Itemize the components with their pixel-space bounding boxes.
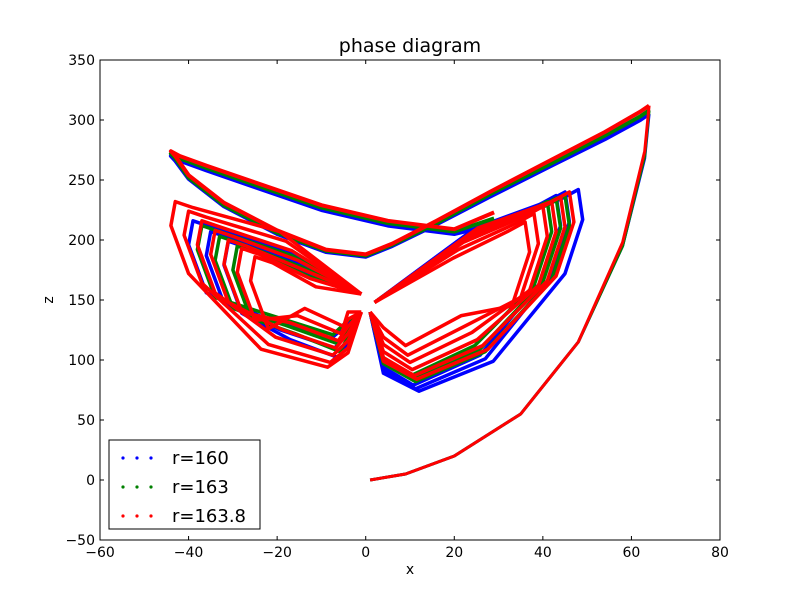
y-tick-label: 0 [86, 473, 95, 489]
x-tick-label: 60 [623, 545, 641, 561]
x-tick-label: −20 [262, 545, 292, 561]
y-tick-label: 50 [77, 413, 95, 429]
trajectory-outer-loop [168, 103, 651, 257]
trajectory-left-loop [195, 219, 363, 357]
x-tick-label: −40 [174, 545, 204, 561]
legend-marker [149, 456, 153, 460]
legend-marker [121, 456, 125, 460]
legend-marker [135, 456, 139, 460]
trajectory-left-loop [169, 199, 363, 369]
legend-marker [121, 485, 125, 489]
legend-label: r=163 [172, 477, 229, 498]
y-tick-label: 100 [68, 353, 95, 369]
y-tick-label: −50 [65, 533, 95, 549]
x-tick-label: 0 [361, 545, 370, 561]
legend-marker [149, 514, 153, 518]
legend-marker [121, 514, 125, 518]
data-layer [168, 103, 651, 482]
trajectory-transient [369, 105, 651, 482]
x-tick-label: 80 [711, 545, 729, 561]
y-axis-label: z [41, 296, 57, 303]
y-tick-label: 150 [68, 293, 95, 309]
trajectory-left-loop [222, 238, 363, 343]
trajectory-left-loop [208, 228, 363, 350]
y-tick-label: 250 [68, 173, 95, 189]
legend-box [108, 439, 261, 530]
trajectory-left-loop [182, 209, 363, 365]
legend-marker [135, 514, 139, 518]
legend: r=160 r=163 r=163.8 [108, 439, 261, 530]
trajectory-left-loop [248, 255, 362, 331]
x-axis: −60 −40 −20 0 20 40 60 80 [85, 60, 729, 561]
trajectory-right-loop [368, 190, 576, 381]
trajectory-outer-loop [168, 108, 651, 258]
x-tick-label: 40 [534, 545, 552, 561]
y-tick-label: 200 [68, 233, 95, 249]
trajectory-right-loop [368, 195, 567, 378]
trajectory-right-loop [368, 220, 532, 348]
chart-title: phase diagram [339, 35, 481, 57]
trajectory-right-loop [368, 204, 550, 365]
legend-label: r=160 [172, 448, 229, 469]
series-r=163.8 [168, 103, 651, 482]
legend-marker [135, 485, 139, 489]
x-axis-label: x [406, 562, 414, 578]
y-axis: −50 0 50 100 150 200 250 300 350 [65, 53, 720, 549]
y-tick-label: 300 [68, 113, 95, 129]
trajectory-right-loop [368, 211, 541, 357]
legend-marker [149, 485, 153, 489]
legend-label: r=163.8 [172, 506, 246, 527]
x-tick-label: −60 [85, 545, 115, 561]
x-tick-label: 20 [445, 545, 463, 561]
trajectory-right-loop [368, 199, 558, 372]
y-tick-label: 350 [68, 53, 95, 69]
